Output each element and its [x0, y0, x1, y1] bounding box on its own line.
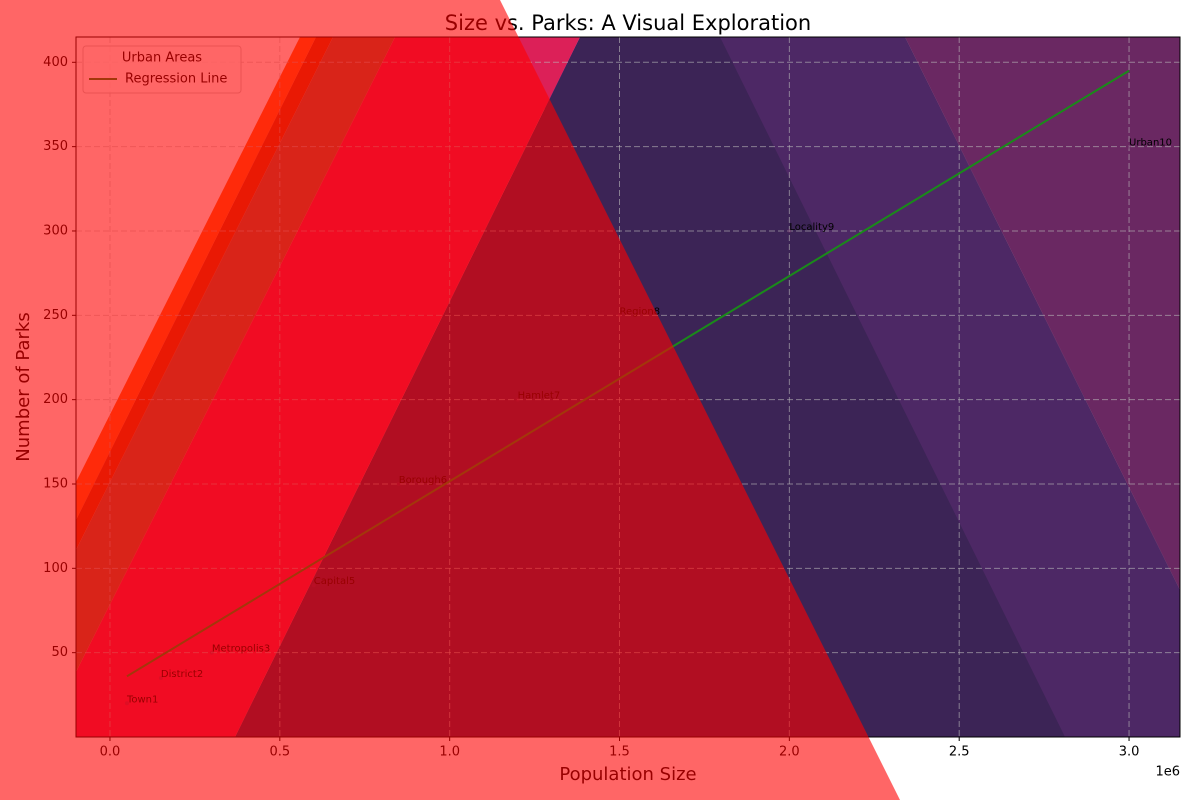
- shape: [720, 37, 1180, 737]
- point-label: Locality9: [789, 222, 834, 233]
- x-offset-label: 1e6: [1155, 765, 1180, 780]
- x-tick-label: 2.5: [949, 745, 970, 760]
- point-label: Urban10: [1129, 138, 1172, 149]
- shape: [905, 37, 1180, 590]
- overlay-triangle: [0, 0, 900, 800]
- x-tick-label: 3.0: [1119, 745, 1140, 760]
- point: [1127, 144, 1132, 149]
- point: [787, 228, 792, 233]
